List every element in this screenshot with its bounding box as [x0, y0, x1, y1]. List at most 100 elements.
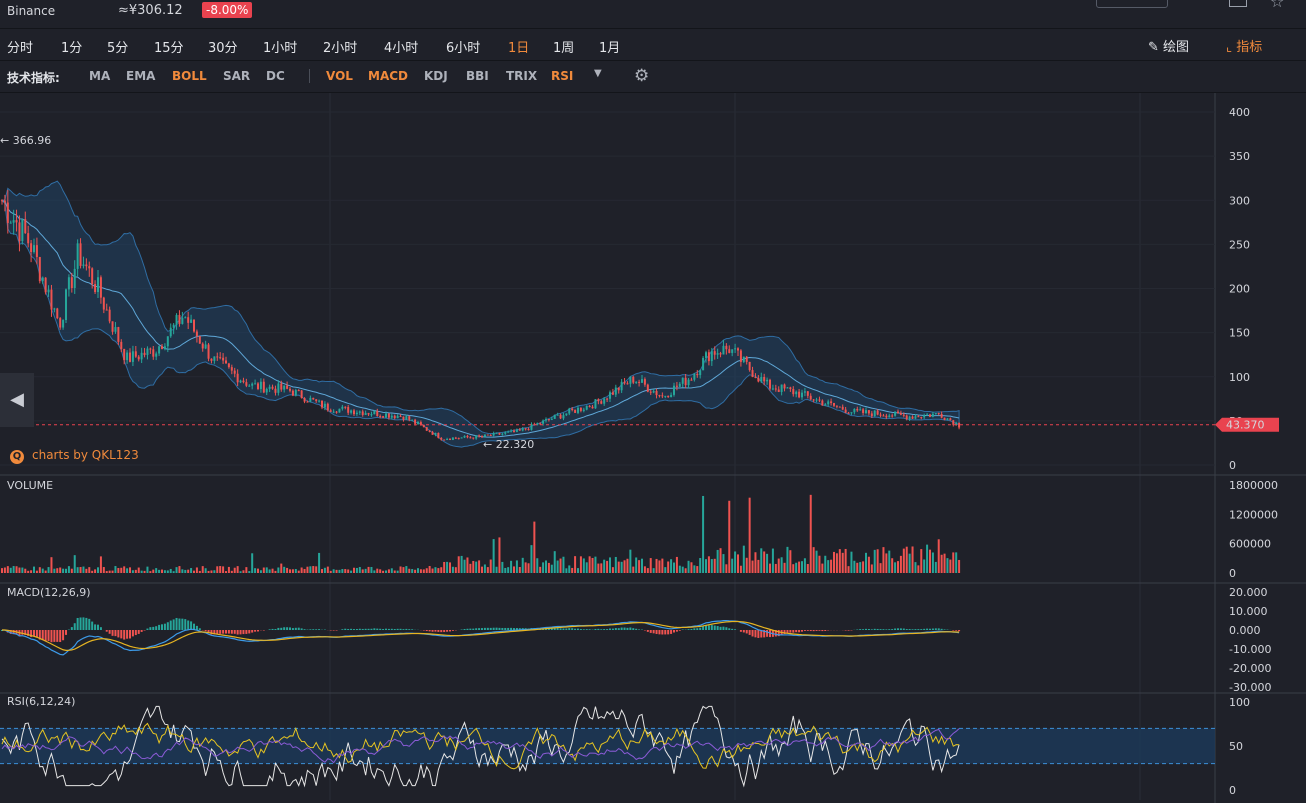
indicator-button[interactable]: ⌞ 指标: [1226, 36, 1262, 55]
low-marker: ← 22.320: [483, 438, 534, 451]
volume-bar: [414, 569, 417, 573]
candle-body: [751, 370, 754, 378]
volume-bar: [259, 570, 262, 573]
tab-timeframe-7[interactable]: 4小时: [384, 41, 419, 56]
draw-button[interactable]: ✎ 绘图: [1148, 36, 1189, 55]
tab-timeframe-4[interactable]: 30分: [208, 41, 238, 56]
tab-timeframe-9[interactable]: 1日: [508, 41, 530, 56]
tab-timeframe-11[interactable]: 1月: [599, 41, 621, 56]
macd-hist: [594, 628, 597, 630]
candle-body: [15, 220, 18, 223]
macd-hist: [207, 630, 210, 634]
candle-body: [469, 437, 472, 439]
volume-bar: [15, 566, 18, 573]
macd-hist: [507, 627, 510, 630]
volume-bar: [277, 567, 280, 573]
candle-body: [222, 357, 225, 361]
tab-timeframe-6[interactable]: 2小时: [323, 41, 358, 56]
volume-bar: [786, 546, 789, 573]
candle-body: [885, 415, 888, 418]
volume-bar: [315, 566, 318, 573]
indicator-dc[interactable]: DC: [266, 69, 285, 83]
tab-timeframe-1[interactable]: 1分: [61, 41, 83, 56]
volume-bar: [675, 556, 678, 573]
indicator-rsi[interactable]: RSI: [551, 69, 574, 83]
indicator-macd[interactable]: MACD: [368, 69, 408, 83]
candle-body: [585, 405, 588, 410]
gear-icon[interactable]: ⚙: [634, 66, 650, 86]
macd-hist: [943, 629, 946, 630]
logo-icon: Q: [10, 450, 24, 464]
volume-bar: [175, 567, 178, 573]
indicator-trix[interactable]: TRIX: [506, 69, 538, 83]
indicator-title: 技术指标:: [7, 71, 60, 85]
macd-hist: [911, 629, 914, 630]
volume-bar: [737, 554, 739, 573]
volume-bar: [21, 567, 24, 573]
macd-hist: [393, 629, 396, 630]
volume-bar: [140, 570, 143, 573]
indicator-boll[interactable]: BOLL: [172, 69, 207, 83]
tab-timeframe-0[interactable]: 分时: [7, 41, 34, 56]
macd-dea-line: [1, 620, 960, 651]
candle-body: [652, 390, 655, 393]
macd-hist: [437, 630, 440, 632]
indicator-sar[interactable]: SAR: [223, 69, 251, 83]
candle-body: [379, 416, 382, 418]
volume-bar: [306, 566, 309, 573]
volume-bar: [690, 562, 693, 573]
tab-timeframe-3[interactable]: 15分: [154, 41, 184, 56]
macd-hist: [783, 630, 786, 635]
macd-hist: [318, 629, 321, 630]
candle-body: [530, 423, 533, 430]
candle-body: [219, 357, 222, 359]
macd-hist: [94, 624, 97, 630]
macd-hist: [472, 628, 475, 630]
macd-hist: [408, 629, 411, 630]
candle-body: [830, 401, 833, 404]
candle-body: [254, 383, 257, 385]
tab-timeframe-5[interactable]: 1小时: [263, 41, 298, 56]
tab-timeframe-10[interactable]: 1周: [553, 41, 575, 56]
macd-hist: [469, 628, 472, 630]
volume-bar: [955, 552, 958, 573]
macd-hist: [646, 630, 649, 632]
indicator-kdj[interactable]: KDJ: [424, 69, 448, 83]
macd-hist: [556, 627, 559, 630]
macd-hist: [47, 630, 50, 641]
candle-body: [321, 400, 323, 408]
scroll-left-button[interactable]: ◀: [0, 373, 34, 427]
tab-timeframe-8[interactable]: 6小时: [446, 41, 481, 56]
top-bar: Binance ≈¥306.12 -8.00% ☆: [0, 0, 1306, 26]
indicator-ma[interactable]: MA: [89, 69, 111, 83]
macd-hist: [405, 628, 408, 630]
fullscreen-icon[interactable]: [1229, 0, 1247, 7]
macd-hist: [510, 627, 513, 630]
y-tick-label: 200: [1229, 283, 1250, 296]
volume-bar: [824, 555, 827, 573]
macd-hist: [222, 630, 225, 634]
top-right-button[interactable]: [1096, 0, 1168, 8]
candle-body: [248, 385, 251, 387]
candle-body: [291, 390, 294, 396]
indicator-vol[interactable]: VOL: [326, 69, 353, 83]
volume-bar: [597, 563, 600, 573]
candle-body: [94, 284, 97, 293]
volume-bar: [123, 566, 126, 573]
tab-timeframe-2[interactable]: 5分: [107, 41, 129, 56]
star-icon[interactable]: ☆: [1270, 0, 1285, 11]
volume-bar: [629, 549, 632, 573]
indicator-ema[interactable]: EMA: [126, 69, 156, 83]
volume-bar: [399, 566, 402, 573]
volume-bar: [771, 548, 774, 573]
candle-body: [3, 200, 6, 203]
candle-body: [853, 408, 856, 413]
chevron-down-icon[interactable]: ▼: [594, 68, 602, 79]
candle-body: [638, 381, 641, 383]
volume-bar: [780, 557, 783, 573]
macd-hist: [300, 628, 303, 630]
indicator-bbi[interactable]: BBI: [466, 69, 489, 83]
macd-hist: [117, 630, 120, 638]
candle-body: [385, 413, 387, 418]
